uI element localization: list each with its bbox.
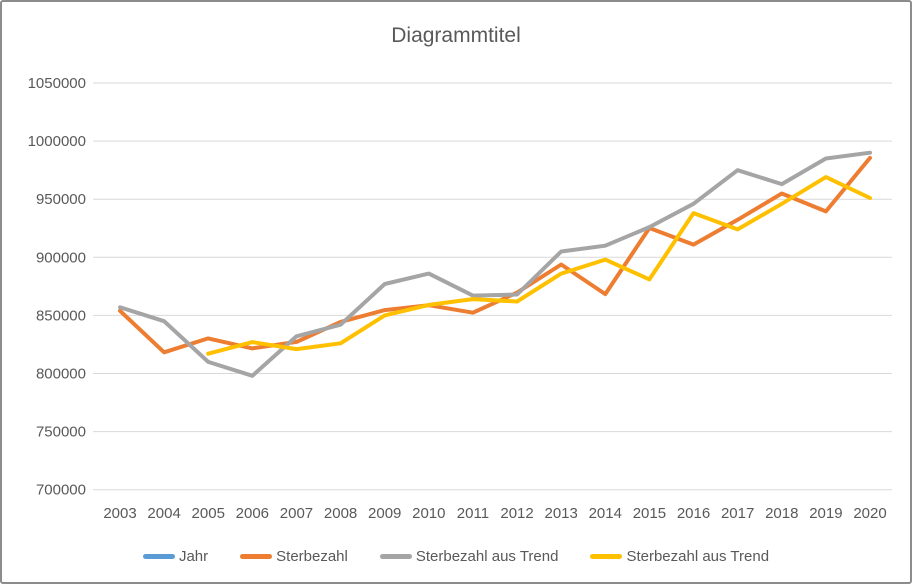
legend-label: Sterbezahl aus Trend: [626, 548, 770, 565]
x-axis-label: 2003: [103, 505, 136, 522]
legend-swatch-icon: [590, 554, 623, 559]
x-axis-label: 2004: [147, 505, 180, 522]
x-axis-label: 2015: [633, 505, 666, 522]
y-axis-label: 1000000: [28, 133, 86, 150]
legend-swatch-icon: [240, 554, 273, 559]
legend-label: Sterbezahl: [276, 548, 348, 565]
y-axis-label: 750000: [36, 424, 86, 441]
x-axis-label: 2012: [500, 505, 533, 522]
series-line-2-sterbezahl-aus-trend: [118, 150, 872, 378]
legend: Jahr Sterbezahl Sterbezahl aus Trend Sterbe…: [2, 549, 910, 564]
legend-swatch-icon: [379, 554, 412, 559]
x-axis-label: 2006: [236, 505, 269, 522]
legend-item: Sterbezahl: [240, 549, 348, 564]
y-axis-label: 1050000: [28, 75, 86, 92]
x-axis-label: 2019: [809, 505, 842, 522]
series-line-3-sterbezahl-aus-trend: [206, 175, 872, 356]
chart-title: Diagrammtitel: [391, 24, 521, 47]
x-axis-label: 2011: [457, 505, 489, 522]
legend-label: Sterbezahl aus Trend: [415, 548, 559, 565]
y-axis-label: 900000: [36, 249, 86, 266]
legend-item: Sterbezahl aus Trend: [379, 548, 559, 565]
y-axis-label: 800000: [36, 366, 86, 383]
x-axis-label: 2018: [765, 505, 798, 522]
x-axis-label: 2005: [192, 505, 225, 522]
x-axis-label: 2016: [677, 505, 710, 522]
x-axis-label: 2007: [280, 505, 313, 522]
legend-swatch-icon: [142, 554, 175, 559]
x-axis-label: 2010: [412, 505, 445, 522]
series-line-1-sterbezahl: [118, 155, 872, 355]
legend-item: Jahr: [142, 548, 209, 565]
y-axis-label: 850000: [36, 307, 86, 324]
x-axis-label: 2013: [544, 505, 577, 522]
x-axis-label: 2014: [589, 505, 622, 522]
y-axis-label: 950000: [36, 191, 86, 208]
x-axis-label: 2008: [324, 505, 357, 522]
legend-label: Jahr: [178, 548, 209, 565]
x-axis-label: 2020: [853, 505, 886, 522]
legend-item: Sterbezahl aus Trend: [590, 549, 769, 564]
x-axis-label: 2017: [721, 505, 754, 522]
y-axis-label: 700000: [36, 482, 86, 499]
x-axis-label: 2009: [368, 505, 401, 522]
